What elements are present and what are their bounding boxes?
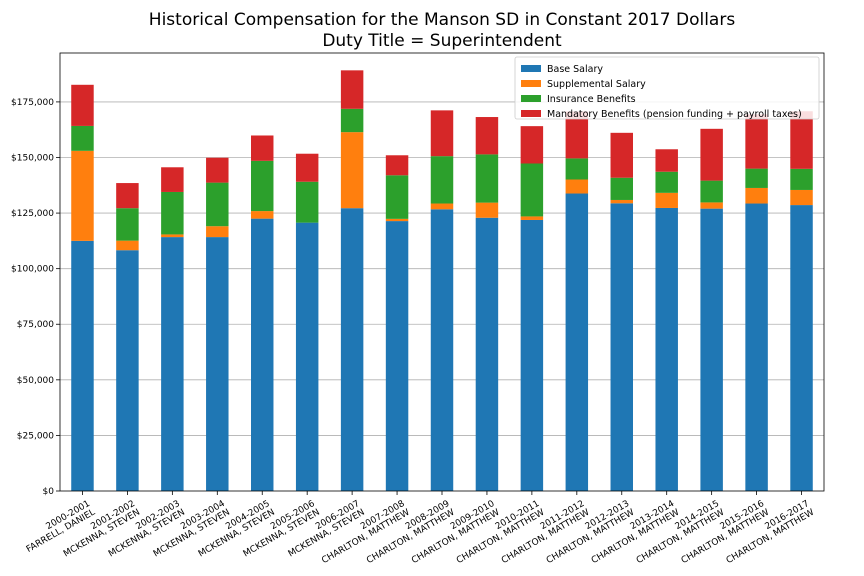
- legend-box: [514, 56, 820, 120]
- bar-segment: [745, 203, 768, 491]
- bar-segment: [116, 183, 139, 209]
- bar-segment: [655, 149, 678, 172]
- legend-label: Insurance Benefits: [547, 94, 636, 105]
- bar-segment: [161, 167, 184, 192]
- bar-segment: [520, 219, 544, 491]
- bar-segment: [430, 156, 454, 204]
- y-tick-label: $100,000: [11, 265, 54, 275]
- y-tick-label: $125,000: [11, 209, 54, 219]
- bar-segment: [430, 110, 454, 157]
- y-tick-label: $50,000: [17, 376, 54, 386]
- bar-segment: [610, 199, 633, 204]
- bar-segment: [610, 132, 633, 178]
- y-tick-label: $175,000: [11, 98, 54, 108]
- legend-label: Supplemental Salary: [547, 79, 646, 90]
- bar-segment: [161, 237, 184, 491]
- bar-segment: [206, 182, 229, 227]
- bar-segment: [340, 70, 364, 109]
- legend: Base Salary Supplemental Salary Insurance …: [514, 56, 820, 120]
- bar-segment: [700, 208, 723, 491]
- bar-segment: [161, 191, 184, 235]
- bar-segment: [745, 187, 768, 204]
- bar-segment: [340, 208, 364, 491]
- bar-segment: [790, 205, 813, 492]
- bar-segment: [790, 189, 813, 206]
- bar-segment: [71, 84, 94, 126]
- bar-segment: [340, 132, 364, 209]
- legend-label: Mandatory Benefits (pension funding + pa…: [547, 109, 802, 120]
- bar-segment: [700, 202, 723, 209]
- bar-segment: [251, 160, 274, 212]
- bar-segment: [475, 202, 499, 218]
- bar-segment: [790, 168, 813, 190]
- bar-segment: [385, 155, 409, 176]
- chart-title: Historical Compensation for the Manson S…: [149, 10, 736, 30]
- legend-swatch: [521, 110, 541, 117]
- bar-segment: [295, 153, 319, 182]
- bar-segment: [610, 203, 633, 492]
- bar-segment: [565, 111, 589, 159]
- y-tick-label: $0: [43, 487, 55, 497]
- bar-segment: [385, 221, 409, 492]
- bar-segment: [161, 234, 184, 238]
- bar-segment: [475, 217, 499, 492]
- bar-segment: [745, 114, 768, 169]
- y-tick-label: $150,000: [11, 153, 54, 163]
- bar-segment: [655, 171, 678, 193]
- bar-segment: [565, 193, 589, 491]
- bar-segment: [475, 117, 499, 155]
- bar-segment: [116, 240, 139, 251]
- chart-subtitle: Duty Title = Superintendent: [322, 31, 562, 51]
- bar-segment: [251, 211, 274, 219]
- legend-label: Base Salary: [547, 64, 603, 75]
- legend-swatch: [521, 95, 541, 102]
- bar-segment: [71, 125, 94, 151]
- plot-frame: [59, 52, 825, 492]
- bar-segment: [790, 111, 813, 169]
- bar-segment: [700, 128, 723, 181]
- bar-segment: [520, 163, 544, 217]
- bar-segment: [520, 216, 544, 220]
- bar-segment: [116, 250, 139, 491]
- bar-segment: [71, 240, 94, 491]
- bar-segment: [385, 218, 409, 222]
- bars-layer: [71, 70, 813, 492]
- bar-segment: [71, 150, 94, 241]
- y-tick-label: $25,000: [17, 431, 54, 441]
- bar-segment: [206, 226, 229, 238]
- bar-segment: [520, 126, 544, 164]
- bar-segment: [385, 175, 409, 219]
- y-tick-label: $75,000: [17, 320, 54, 330]
- bar-segment: [655, 207, 678, 491]
- bar-segment: [251, 135, 274, 161]
- bar-segment: [655, 192, 678, 208]
- bar-segment: [206, 237, 229, 491]
- bar-segment: [565, 179, 589, 194]
- legend-swatch: [521, 80, 541, 87]
- bar-segment: [430, 203, 454, 210]
- bar-segment: [745, 168, 768, 188]
- legend-swatch: [521, 65, 541, 72]
- bar-segment: [700, 180, 723, 203]
- bar-segment: [430, 209, 454, 492]
- bar-segment: [475, 154, 499, 203]
- bar-segment: [206, 157, 229, 183]
- bar-segment: [251, 218, 274, 491]
- bar-segment: [610, 177, 633, 200]
- bar-segment: [565, 158, 589, 180]
- bar-segment: [295, 181, 319, 223]
- bar-segment: [116, 208, 139, 241]
- bar-segment: [340, 108, 364, 133]
- bar-segment: [295, 222, 319, 492]
